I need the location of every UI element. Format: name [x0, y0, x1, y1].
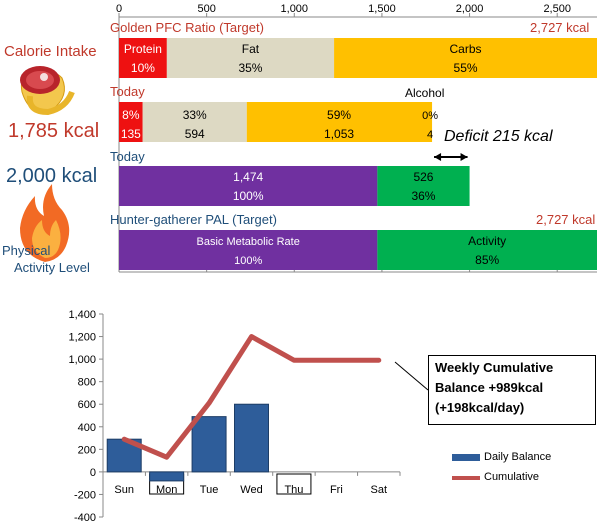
top-axis-tick-label: 500 — [197, 3, 215, 15]
weekly-note-line2: Balance +989kcal — [435, 380, 544, 395]
bar-today-alcohol-pct: 0% — [422, 110, 438, 122]
alcohol-label: Alcohol — [405, 86, 445, 100]
bar-pfc-carbs — [334, 38, 597, 78]
target-value: 2,000 kcal — [6, 165, 98, 187]
weekly-bar — [234, 403, 269, 473]
legend-line-label: Cumulative — [484, 471, 540, 483]
bar-today-carbs — [246, 102, 433, 142]
banana-curve — [26, 90, 75, 116]
bar-burn-bmr — [119, 166, 378, 206]
legend-bar-swatch — [452, 454, 480, 461]
calorie-intake-label: Calorie Intake — [4, 43, 97, 60]
bar-burn-bmr-kcal: 1,474 — [233, 170, 263, 184]
top-axis-tick-label: 2,000 — [456, 3, 484, 15]
weekly-note-box: Weekly Cumulative Balance +989kcal (+198… — [428, 355, 596, 425]
weekly-y-tick-label: 800 — [78, 377, 96, 389]
bar-pal-activity-pct: 85% — [475, 253, 499, 267]
weekly-x-label: Wed — [240, 484, 262, 496]
bar-pfc-protein-label: Protein — [124, 42, 162, 56]
legend-bar-label: Daily Balance — [484, 451, 552, 463]
weekly-y-tick-label: 1,200 — [68, 332, 96, 344]
weekly-note-pointer — [394, 361, 429, 391]
bar-burn-activity-pct: 36% — [411, 189, 435, 203]
meat-and-banana-icon — [20, 66, 75, 116]
weekly-y-tick-label: -200 — [74, 489, 96, 501]
bar-pfc-fat-label: Fat — [242, 42, 260, 56]
deficit-arrow-left-head — [434, 153, 442, 161]
weekly-x-label: Sun — [114, 484, 134, 496]
weekly-note-line1: Weekly Cumulative — [435, 360, 554, 375]
weekly-y-tick-label: -400 — [74, 512, 96, 524]
weekly-y-tick-label: 600 — [78, 399, 96, 411]
weekly-y-tick-label: 1,000 — [68, 354, 96, 366]
bar-today-protein — [119, 102, 143, 142]
bar-pal-activity-label: Activity — [468, 234, 506, 248]
flame-inner — [32, 220, 61, 258]
top-axis-tick-label: 0 — [116, 3, 122, 15]
bar-pfc-carbs-label: Carbs — [450, 42, 482, 56]
bar-today-protein-pct: 8% — [122, 108, 140, 122]
bar-today-fat — [142, 102, 247, 142]
weekly-x-label: Thu — [284, 484, 303, 496]
weekly-note-line3: (+198kcal/day) — [435, 400, 525, 415]
weekly-y-tick-label: 400 — [78, 422, 96, 434]
weekly-x-label: Tue — [200, 484, 219, 496]
pal-label-line1: Physical — [2, 243, 51, 258]
intake-value: 1,785 kcal — [8, 120, 100, 142]
bar-today-protein-kcal: 135 — [121, 127, 141, 141]
flame-icon — [20, 184, 70, 262]
bar-burn-bmr-pct: 100% — [233, 189, 264, 203]
bar-burn-activity — [377, 166, 470, 206]
meat-bone — [40, 73, 48, 81]
bar-today-carbs-kcal: 1,053 — [324, 127, 354, 141]
today-burn-title: Today — [110, 149, 145, 164]
today-intake-title: Today — [110, 84, 145, 99]
weekly-bar — [191, 416, 227, 473]
weekly-x-label: Fri — [330, 484, 343, 496]
bar-pal-bmr — [119, 230, 378, 270]
pfc-target-total: 2,727 kcal — [530, 20, 590, 35]
bar-pfc-fat-pct: 35% — [238, 61, 262, 75]
top-axis-tick-label: 1,000 — [281, 3, 309, 15]
bar-pfc-protein-pct: 10% — [131, 61, 155, 75]
weekly-y-tick-label: 1,400 — [68, 309, 96, 321]
deficit-arrow-right-head — [460, 153, 468, 161]
top-axis-tick-label: 2,500 — [543, 3, 571, 15]
bar-today-carbs-pct: 59% — [327, 108, 351, 122]
weekly-cumulative-line — [121, 334, 382, 460]
weekly-y-tick-label: 200 — [78, 444, 96, 456]
pal-target-total: 2,727 kcal — [536, 212, 596, 227]
bar-today-fat-kcal: 594 — [185, 127, 205, 141]
bar-pfc-fat — [166, 38, 335, 78]
bar-pal-activity — [377, 230, 597, 270]
legend-line-swatch — [452, 476, 480, 480]
weekly-x-label: Sat — [371, 484, 388, 496]
weekly-x-label: Mon — [156, 484, 177, 496]
meat-inner — [26, 71, 54, 89]
weekly-day-highlight-box — [276, 473, 312, 495]
bar-pfc-carbs-pct: 55% — [454, 61, 478, 75]
bar-pal-bmr-label: Basic Metabolic Rate — [197, 236, 300, 248]
bar-pfc-protein — [119, 38, 167, 78]
bar-burn-activity-kcal: 526 — [413, 170, 433, 184]
bar-pal-bmr-pct: 100% — [234, 255, 262, 267]
top-axis-tick-label: 1,500 — [368, 3, 396, 15]
bar-today-alcohol-kcal: 4 — [427, 129, 433, 141]
bar-today-fat-pct: 33% — [183, 108, 207, 122]
weekly-bar — [149, 471, 185, 482]
deficit-label: Deficit 215 kcal — [444, 128, 553, 145]
pal-target-title: Hunter-gatherer PAL (Target) — [110, 212, 277, 227]
pfc-target-title: Golden PFC Ratio (Target) — [110, 20, 264, 35]
pal-label-line2: Activity Level — [14, 260, 90, 275]
weekly-y-tick-label: 0 — [90, 467, 96, 479]
